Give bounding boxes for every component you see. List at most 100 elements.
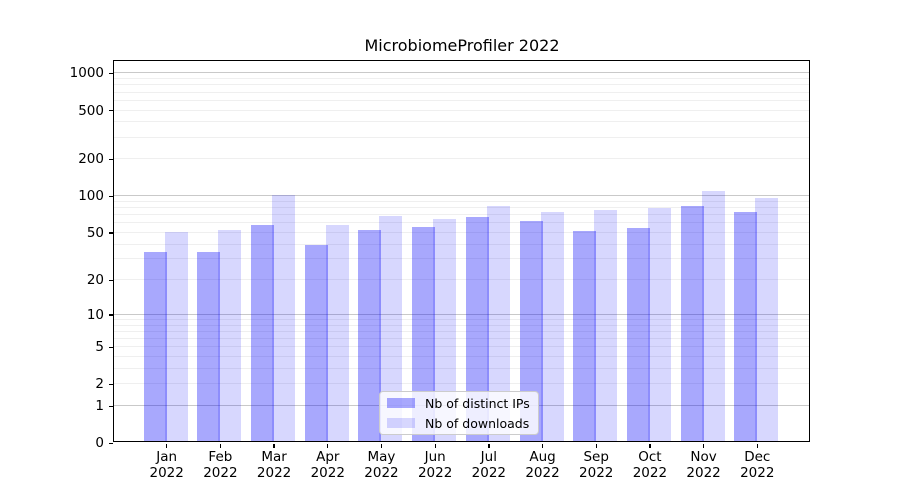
gridline-minor xyxy=(114,383,809,385)
x-tick-label-year: 2022 xyxy=(310,464,345,481)
bar-distinct-ips xyxy=(143,252,167,441)
y-tick-mark xyxy=(108,346,113,349)
gridline-minor xyxy=(114,222,809,224)
bar-downloads xyxy=(325,225,349,441)
gridline-minor xyxy=(114,78,809,80)
gridline-minor xyxy=(114,200,809,202)
x-tick-mark xyxy=(434,443,436,448)
x-tick-label-month: Jul xyxy=(480,449,497,465)
x-tick-label: Dec 2022 xyxy=(725,449,789,481)
legend-label-downloads: Nb of downloads xyxy=(425,415,530,431)
x-tick-mark xyxy=(166,443,168,448)
x-tick-mark xyxy=(541,443,544,448)
bar-distinct-ips xyxy=(573,231,597,441)
x-tick-label: Jul 2022 xyxy=(457,449,521,481)
legend-swatch-distinct-ips xyxy=(387,398,415,408)
x-tick-mark xyxy=(649,443,651,448)
x-tick-label: Jan 2022 xyxy=(135,449,199,481)
x-tick-label-month: Nov xyxy=(690,449,717,465)
bar-distinct-ips xyxy=(626,228,650,441)
y-tick-label: 0 xyxy=(95,435,104,452)
chart-title: MicrobiomeProfiler 2022 xyxy=(364,36,560,55)
bar-distinct-ips xyxy=(251,224,275,441)
x-tick-label: May 2022 xyxy=(349,449,413,481)
plot-area: Nb of distinct IPs Nb of downloads xyxy=(113,60,810,442)
bar-downloads xyxy=(433,219,457,441)
x-tick-mark xyxy=(488,443,490,448)
bar-downloads xyxy=(594,209,618,441)
x-tick-label-year: 2022 xyxy=(632,464,668,481)
y-tick-mark xyxy=(108,195,113,197)
y-tick-mark xyxy=(108,314,113,316)
x-tick-label-year: 2022 xyxy=(149,464,184,481)
y-tick-label: 1000 xyxy=(69,65,104,82)
legend-item-distinct-ips: Nb of distinct IPs xyxy=(387,395,531,412)
bar-downloads xyxy=(647,208,671,441)
x-tick-label: Apr 2022 xyxy=(296,449,360,481)
bar-distinct-ips xyxy=(465,216,489,441)
gridline-minor xyxy=(114,99,809,101)
gridline-minor xyxy=(114,207,809,209)
x-tick-label-year: 2022 xyxy=(256,464,292,481)
x-tick-label: Sep 2022 xyxy=(564,449,628,481)
x-tick-label: Oct 2022 xyxy=(618,449,682,481)
y-tick-mark xyxy=(108,383,113,386)
x-tick-label: Aug 2022 xyxy=(511,449,575,481)
x-tick-label-year: 2022 xyxy=(203,464,238,481)
gridline-minor xyxy=(114,279,809,281)
gridline-minor xyxy=(114,109,809,111)
bar-downloads xyxy=(755,197,779,441)
y-tick-label: 200 xyxy=(78,151,104,168)
legend-item-downloads: Nb of downloads xyxy=(387,415,531,432)
y-tick-mark xyxy=(108,72,113,75)
x-tick-label: Nov 2022 xyxy=(672,449,736,481)
gridline-minor xyxy=(114,258,809,260)
x-tick-mark xyxy=(273,443,275,448)
bar-downloads xyxy=(379,216,403,441)
y-tick-mark xyxy=(108,405,113,407)
x-tick-label: Jun 2022 xyxy=(403,449,467,481)
x-tick-label: Feb 2022 xyxy=(188,449,252,481)
x-tick-label-month: Oct xyxy=(638,449,662,465)
gridline-minor xyxy=(114,136,809,138)
y-tick-mark xyxy=(108,442,113,444)
x-tick-mark xyxy=(703,443,705,448)
x-tick-label-year: 2022 xyxy=(525,464,560,481)
x-tick-label-year: 2022 xyxy=(417,464,453,481)
gridline-minor xyxy=(114,338,809,340)
y-tick-mark xyxy=(108,232,113,234)
bar-distinct-ips xyxy=(304,245,328,441)
x-tick-mark xyxy=(380,443,383,448)
y-tick-label: 500 xyxy=(78,102,104,119)
y-tick-label: 50 xyxy=(86,224,104,241)
gridline-minor xyxy=(114,368,809,370)
bar-downloads xyxy=(164,232,188,441)
x-tick-label-month: Jun xyxy=(424,449,446,465)
x-tick-mark xyxy=(595,443,597,448)
legend-swatch-downloads xyxy=(387,418,415,428)
legend-label-distinct-ips: Nb of distinct IPs xyxy=(425,395,530,411)
x-tick-label-year: 2022 xyxy=(740,464,775,481)
y-tick-label: 20 xyxy=(86,272,104,289)
bar-distinct-ips xyxy=(519,221,543,441)
x-tick-label-month: May xyxy=(367,449,396,465)
x-tick-label-month: Aug xyxy=(529,449,556,465)
x-tick-label-month: Dec xyxy=(744,449,771,465)
bar-downloads xyxy=(486,205,510,441)
bar-distinct-ips xyxy=(358,230,382,441)
x-tick-mark xyxy=(756,443,758,448)
gridline-minor xyxy=(114,91,809,93)
y-tick-label: 1 xyxy=(95,398,104,415)
x-tick-label-month: Jan xyxy=(156,449,178,465)
gridline-minor xyxy=(114,319,809,321)
gridline-minor xyxy=(114,330,809,332)
x-tick-label-year: 2022 xyxy=(686,464,721,481)
gridline-minor xyxy=(114,356,809,358)
bar-distinct-ips xyxy=(734,212,758,441)
bar-distinct-ips xyxy=(680,205,704,441)
x-tick-label: Mar 2022 xyxy=(242,449,306,481)
bar-downloads xyxy=(540,212,564,441)
x-tick-mark xyxy=(327,443,329,448)
x-tick-label-year: 2022 xyxy=(579,464,614,481)
